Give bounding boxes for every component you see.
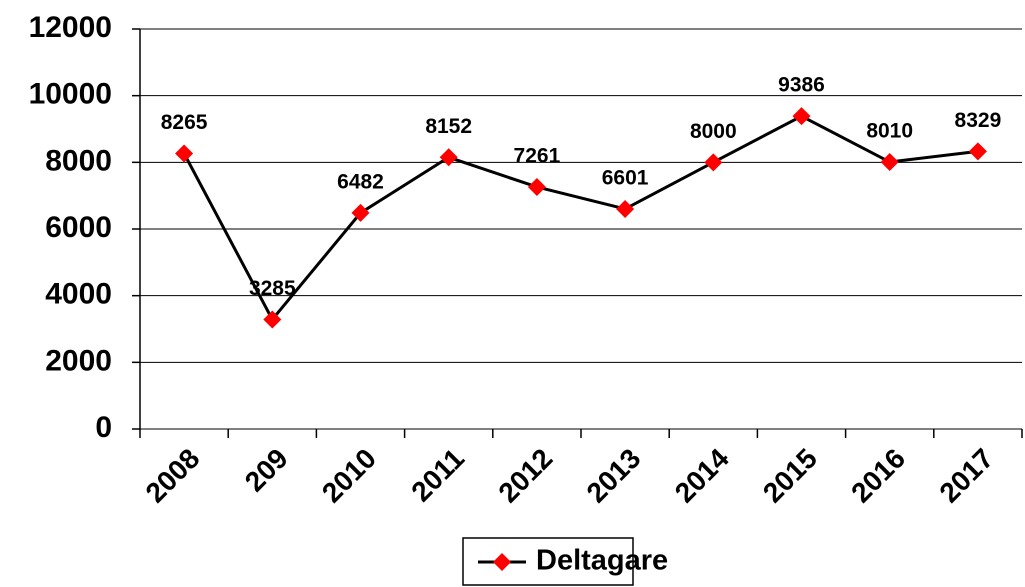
series-line xyxy=(182,114,979,323)
marker xyxy=(439,148,458,167)
y-tick-label: 12000 xyxy=(29,11,112,44)
x-tick-label: 2010 xyxy=(316,443,382,509)
marker xyxy=(704,153,723,172)
data-label: 8000 xyxy=(690,120,737,143)
marker xyxy=(263,310,282,329)
x-tick-label: 209 xyxy=(239,443,294,498)
data-label: 8152 xyxy=(425,115,472,138)
x-tick-label: 2008 xyxy=(140,443,206,509)
marker xyxy=(616,199,635,218)
data-label: 9386 xyxy=(778,74,825,97)
data-label: 3285 xyxy=(249,277,296,300)
data-label: 7261 xyxy=(514,145,561,168)
marker xyxy=(968,142,987,161)
x-tick-label: 2014 xyxy=(669,442,735,508)
y-tick-label: 0 xyxy=(95,411,112,444)
y-tick-label: 8000 xyxy=(45,144,112,177)
y-tick-label: 6000 xyxy=(45,211,112,244)
x-tick-label: 2013 xyxy=(581,443,647,509)
legend-marker xyxy=(493,553,511,571)
data-label: 6601 xyxy=(602,167,649,190)
marker xyxy=(175,144,194,163)
marker xyxy=(351,203,370,222)
x-tick-label: 2017 xyxy=(933,443,999,509)
y-tick-label: 4000 xyxy=(45,278,112,311)
marker xyxy=(792,107,811,126)
data-label: 6482 xyxy=(337,170,384,193)
x-tick-label: 2016 xyxy=(845,443,911,509)
x-tick-label: 2011 xyxy=(405,443,470,508)
marker xyxy=(880,153,899,171)
x-tick-label: 2012 xyxy=(492,443,558,509)
x-tick-label: 2015 xyxy=(757,443,823,509)
y-tick-label: 10000 xyxy=(29,78,112,111)
data-label: 8329 xyxy=(955,109,1002,132)
data-label: 8010 xyxy=(866,120,913,143)
marker xyxy=(527,177,546,196)
legend-label: Deltagare xyxy=(536,545,668,577)
y-tick-label: 2000 xyxy=(45,344,112,377)
data-label: 8265 xyxy=(161,111,208,134)
